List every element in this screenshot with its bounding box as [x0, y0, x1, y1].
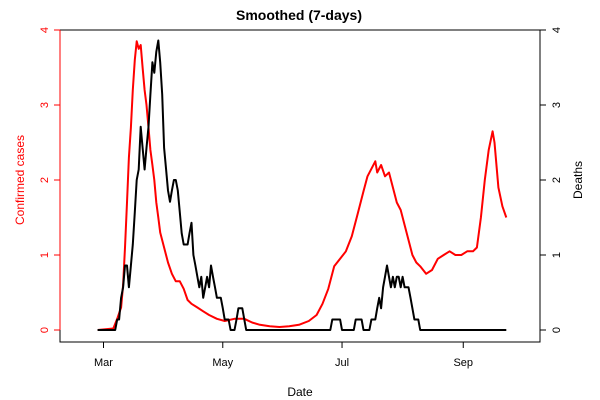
y-right-tick-label: 4	[551, 27, 563, 33]
x-tick-label: Sep	[453, 357, 473, 369]
y-axis-right-title: Deaths	[571, 161, 585, 199]
x-axis: Mar May Jul Sep	[94, 341, 473, 369]
y-left-tick-label: 3	[39, 102, 51, 108]
y-left-tick-label: 4	[39, 27, 51, 33]
y-right-tick-label: 0	[551, 327, 563, 333]
confirmed-cases-line	[97, 40, 508, 331]
x-tick-label: Mar	[94, 357, 113, 369]
y-right-tick-label: 3	[551, 102, 563, 108]
y-right-tick-label: 2	[551, 177, 563, 183]
chart-title: Smoothed (7-days)	[236, 7, 362, 23]
series-layer	[97, 39, 508, 331]
x-axis-title: Date	[287, 385, 313, 399]
y-left-tick-label: 0	[39, 327, 51, 333]
y-axis-right: 0 1 2 3 4	[539, 27, 563, 333]
y-axis-left-title: Confirmed cases	[13, 135, 27, 225]
x-tick-label: May	[212, 357, 233, 369]
x-tick-label: Jul	[335, 357, 349, 369]
plot-frame	[59, 29, 541, 343]
deaths-line	[97, 39, 507, 331]
y-axis-left: 0 1 2 3 4	[39, 27, 61, 333]
y-right-tick-label: 1	[551, 252, 563, 258]
y-left-tick-label: 1	[39, 252, 51, 258]
y-left-tick-label: 2	[39, 177, 51, 183]
